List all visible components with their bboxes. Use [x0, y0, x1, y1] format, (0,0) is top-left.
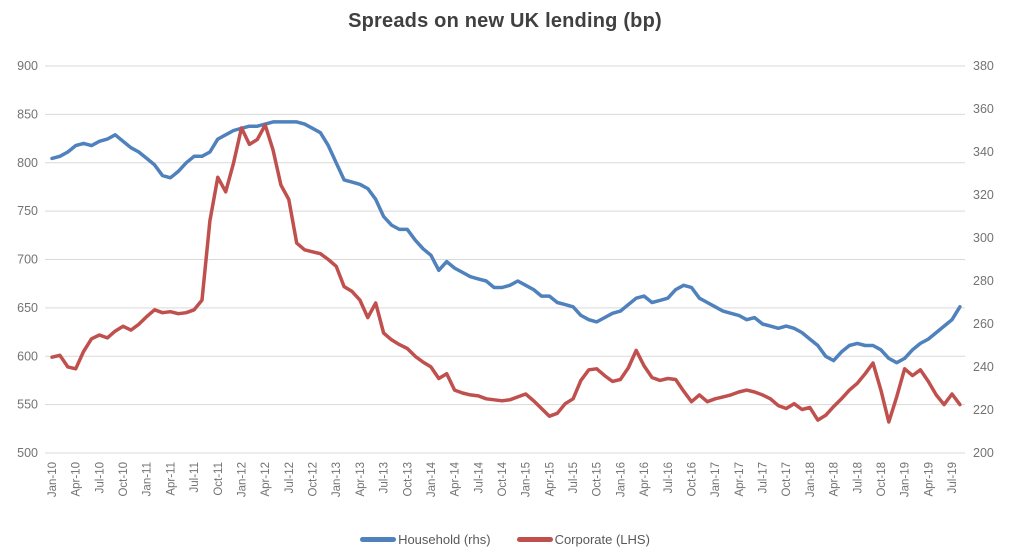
x-axis-tick-label: Oct-17: [781, 462, 793, 497]
legend-item-corporate: Corporate (LHS): [516, 532, 650, 547]
x-axis-tick-label: Apr-12: [260, 462, 272, 497]
x-axis-tick-label: Apr-16: [639, 462, 651, 497]
x-axis-tick-label: Jan-15: [521, 462, 533, 497]
x-axis-tick-label: Jan-12: [236, 462, 248, 497]
x-axis-tick-label: Jul-12: [284, 462, 296, 493]
x-axis-tick-label: Jul-11: [189, 462, 201, 492]
y-axis-left-tick-label: 850: [17, 107, 38, 121]
y-axis-right-tick-label: 340: [973, 145, 994, 159]
corporate-series-line: [50, 123, 962, 424]
corporate-series-swatch-icon: [516, 537, 553, 542]
y-axis-right-tick-label: 300: [973, 231, 994, 245]
x-axis-tick-label: Apr-11: [165, 462, 177, 496]
household-series-line: [50, 120, 962, 365]
chart-title: Spreads on new UK lending (bp): [348, 10, 662, 32]
y-axis-right-tick-label: 200: [973, 446, 994, 460]
household-series-swatch-icon: [360, 537, 397, 542]
x-axis-tick-label: Oct-14: [497, 461, 509, 496]
x-axis-tick-label: Apr-15: [544, 462, 556, 497]
x-axis-tick-label: Apr-14: [450, 461, 462, 496]
legend-label-corporate: Corporate (LHS): [554, 532, 650, 547]
y-axis-right-tick-label: 260: [973, 317, 994, 331]
x-axis-tick-label: Oct-13: [402, 462, 414, 497]
y-axis-left-tick-label: 750: [17, 204, 38, 218]
x-axis-tick-label: Oct-10: [118, 462, 130, 497]
y-axis-left-tick-label: 500: [17, 446, 38, 460]
y-axis-right-tick-label: 320: [973, 188, 994, 202]
y-axis-left-tick-label: 600: [17, 349, 38, 363]
x-axis-tick-label: Jan-11: [142, 462, 154, 496]
y-axis-left-tick-label: 650: [17, 301, 38, 315]
y-axis-left-tick-label: 700: [17, 253, 38, 267]
y-axis-right-tick-label: 380: [973, 59, 994, 73]
y-axis-left-tick-label: 550: [17, 398, 38, 412]
x-axis-tick-label: Oct-15: [592, 462, 604, 497]
x-axis-tick-label: Jul-13: [379, 462, 391, 493]
y-axis-right-tick-label: 360: [973, 102, 994, 116]
x-axis-tick-label: Jan-19: [900, 462, 912, 497]
chart-legend: Household (rhs) Corporate (LHS): [0, 532, 1010, 547]
x-axis-tick-label: Apr-10: [71, 462, 83, 497]
legend-item-household: Household (rhs): [360, 532, 491, 547]
x-axis-tick-label: Apr-13: [355, 462, 367, 497]
x-axis-tick-label: Jul-17: [758, 462, 770, 493]
x-axis-tick-label: Jan-17: [710, 462, 722, 497]
y-axis-right-tick-label: 240: [973, 360, 994, 374]
x-axis-tick-label: Jul-14: [473, 461, 485, 493]
x-axis-tick-label: Oct-11: [213, 462, 225, 496]
x-axis-tick-label: Jul-15: [568, 462, 580, 493]
x-axis-tick-label: Jan-14: [426, 461, 438, 497]
y-axis-left-tick-label: 900: [17, 59, 38, 73]
x-axis-tick-label: Jan-18: [805, 462, 817, 497]
x-axis-tick-label: Apr-17: [734, 462, 746, 497]
y-axis-left-tick-label: 800: [17, 156, 38, 170]
x-axis-tick-label: Oct-12: [308, 462, 320, 497]
legend-label-household: Household (rhs): [398, 532, 491, 547]
x-axis-tick-label: Apr-19: [923, 462, 935, 497]
y-axis-right-tick-label: 280: [973, 274, 994, 288]
x-axis-tick-label: Jul-18: [852, 462, 864, 493]
x-axis-tick-label: Jan-16: [615, 462, 627, 497]
x-axis-tick-label: Jul-19: [947, 462, 959, 493]
y-axis-right-tick-label: 220: [973, 403, 994, 417]
x-axis-tick-label: Jul-10: [94, 462, 106, 493]
x-axis-tick-label: Oct-18: [876, 462, 888, 497]
x-axis-tick-label: Jan-10: [47, 462, 59, 497]
x-axis-tick-label: Apr-18: [829, 462, 841, 497]
x-axis-tick-label: Oct-16: [686, 462, 698, 497]
x-axis-tick-label: Jan-13: [331, 462, 343, 497]
x-axis-tick-label: Jul-16: [663, 462, 675, 493]
